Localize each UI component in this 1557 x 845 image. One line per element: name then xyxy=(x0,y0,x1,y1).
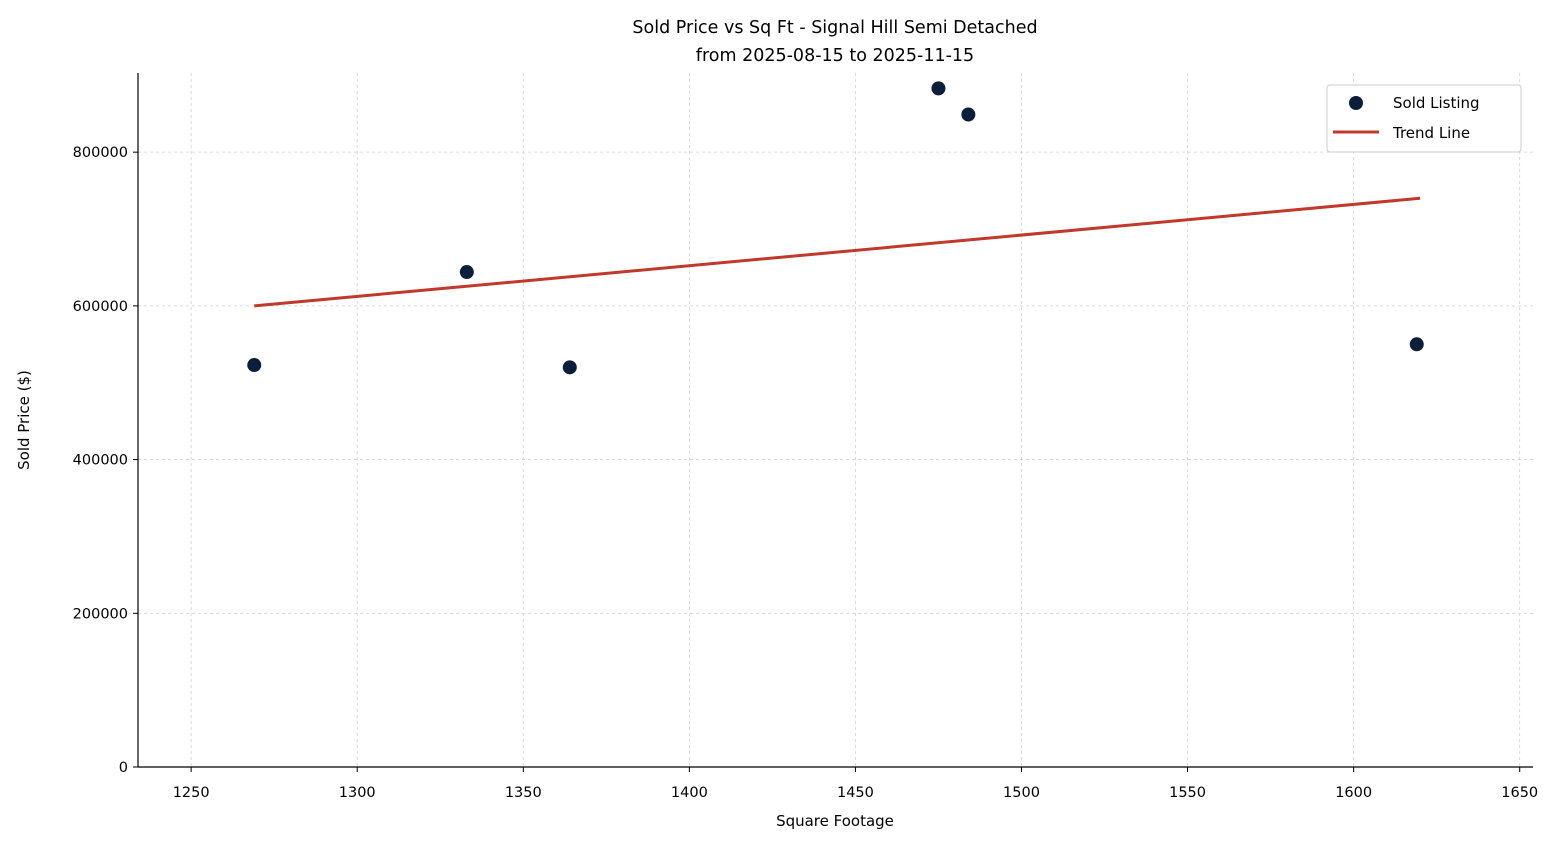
x-tick-label: 1450 xyxy=(837,785,874,801)
x-tick-label: 1650 xyxy=(1501,785,1538,801)
x-tick-label: 1400 xyxy=(671,785,708,801)
legend-label-sold-listing: Sold Listing xyxy=(1393,94,1480,112)
legend: Sold Listing Trend Line xyxy=(1326,84,1522,153)
chart-subtitle: from 2025-08-15 to 2025-11-15 xyxy=(696,46,974,66)
legend-frame xyxy=(1326,84,1522,153)
y-tick-label: 800000 xyxy=(73,145,128,161)
sold-listing-point xyxy=(562,360,577,375)
marks xyxy=(247,81,1424,375)
x-tick-label: 1250 xyxy=(173,785,210,801)
x-tick-label: 1600 xyxy=(1335,785,1372,801)
y-tick-label: 600000 xyxy=(73,299,128,315)
x-tick-label: 1300 xyxy=(339,785,376,801)
x-tick-label: 1550 xyxy=(1169,785,1206,801)
y-tick-label: 200000 xyxy=(73,606,128,622)
axes: 1250 1300 1350 1400 1450 1500 1550 1600 1650 0 200… xyxy=(73,73,1538,801)
sold-listing-point xyxy=(961,107,976,122)
sold-listing-point xyxy=(931,81,946,96)
y-axis-label: Sold Price ($) xyxy=(15,370,33,470)
sold-listing-point xyxy=(247,358,262,373)
x-tick-label: 1500 xyxy=(1003,785,1040,801)
x-axis-label: Square Footage xyxy=(776,812,894,830)
legend-label-trend-line: Trend Line xyxy=(1392,124,1470,142)
legend-marker-sold-listing xyxy=(1349,96,1363,110)
trend-line xyxy=(254,196,1421,308)
y-tick-label: 0 xyxy=(119,760,128,776)
x-tick-label: 1350 xyxy=(505,785,542,801)
chart-title: Sold Price vs Sq Ft - Signal Hill Semi D… xyxy=(632,18,1037,38)
sold-listing-point xyxy=(1409,337,1424,352)
grid xyxy=(138,73,1533,768)
sold-listing-point xyxy=(459,265,474,280)
y-tick-label: 400000 xyxy=(73,453,128,469)
